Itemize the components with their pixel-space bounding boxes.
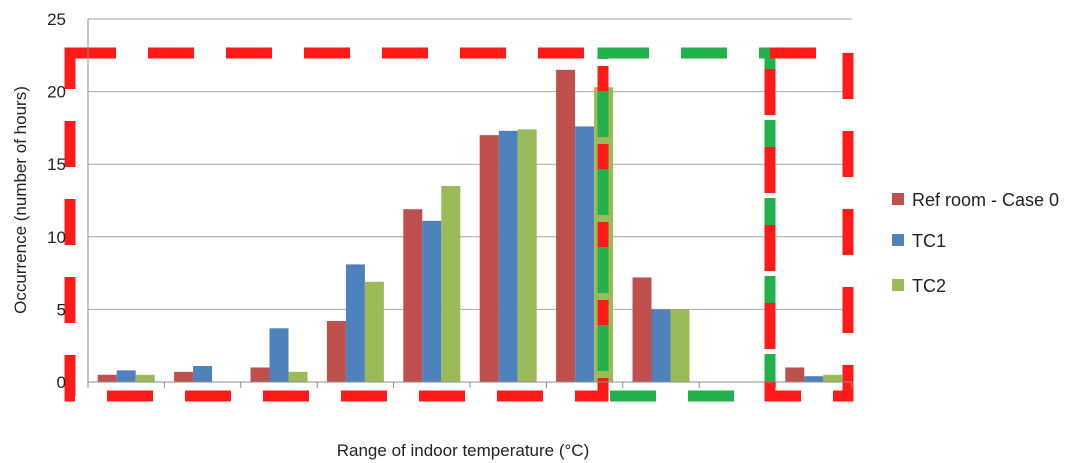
gridlines bbox=[88, 18, 852, 383]
annotation-box-1 bbox=[597, 47, 776, 402]
bar-tc1-5 bbox=[498, 130, 518, 382]
annotation-box-0 bbox=[64, 47, 609, 402]
y-tick-label: 15 bbox=[47, 155, 66, 174]
y-tick-label: 25 bbox=[47, 10, 66, 29]
y-tick-label: 10 bbox=[47, 228, 66, 247]
bar-tc2-4 bbox=[441, 185, 461, 382]
bar-tc2-3 bbox=[364, 281, 384, 382]
y-tick-label: 20 bbox=[47, 83, 66, 102]
bar-tc1-2 bbox=[269, 328, 289, 382]
bar-tc2-2 bbox=[288, 371, 308, 382]
bar-ref-room-case-0-5 bbox=[479, 135, 499, 382]
legend-swatch-tc2 bbox=[892, 279, 904, 291]
bar-tc2-7 bbox=[670, 309, 690, 382]
bar-tc1-0 bbox=[116, 370, 136, 382]
legend: Ref room - Case 0 TC1 TC2 bbox=[892, 190, 1059, 296]
y-tick-labels: 0 5 10 15 20 25 bbox=[47, 10, 66, 392]
bar-tc1-9 bbox=[804, 376, 824, 382]
bar-ref-room-case-0-3 bbox=[326, 321, 346, 382]
y-tick-label: 5 bbox=[57, 300, 66, 319]
bars bbox=[97, 69, 843, 382]
bar-ref-room-case-0-0 bbox=[97, 374, 117, 382]
bar-tc1-4 bbox=[422, 220, 442, 382]
bar-ref-room-case-0-1 bbox=[174, 371, 194, 382]
bar-tc1-6 bbox=[575, 126, 595, 382]
bar-tc1-3 bbox=[345, 264, 365, 382]
bar-tc2-0 bbox=[135, 374, 155, 382]
x-axis-title: Range of indoor temperature (°C) bbox=[337, 441, 589, 460]
bar-tc1-7 bbox=[651, 309, 671, 382]
bar-ref-room-case-0-6 bbox=[556, 69, 576, 382]
y-axis-title: Occurrence (number of hours) bbox=[11, 86, 30, 314]
bar-tc2-9 bbox=[823, 374, 843, 382]
legend-label-tc1: TC1 bbox=[912, 231, 946, 251]
bar-ref-room-case-0-4 bbox=[403, 209, 423, 382]
annotation-boxes bbox=[64, 47, 854, 402]
legend-swatch-ref-room bbox=[892, 193, 904, 205]
bar-tc1-1 bbox=[193, 366, 213, 382]
y-tick-label: 0 bbox=[57, 373, 66, 392]
legend-swatch-tc1 bbox=[892, 234, 904, 246]
axes bbox=[87, 19, 853, 388]
bar-ref-room-case-0-2 bbox=[250, 367, 270, 382]
annotation-box-2 bbox=[764, 47, 854, 402]
legend-label-tc2: TC2 bbox=[912, 276, 946, 296]
legend-label-ref-room: Ref room - Case 0 bbox=[912, 190, 1059, 210]
bar-tc2-5 bbox=[517, 129, 537, 382]
bar-ref-room-case-0-9 bbox=[785, 367, 805, 382]
bar-ref-room-case-0-7 bbox=[632, 277, 652, 382]
